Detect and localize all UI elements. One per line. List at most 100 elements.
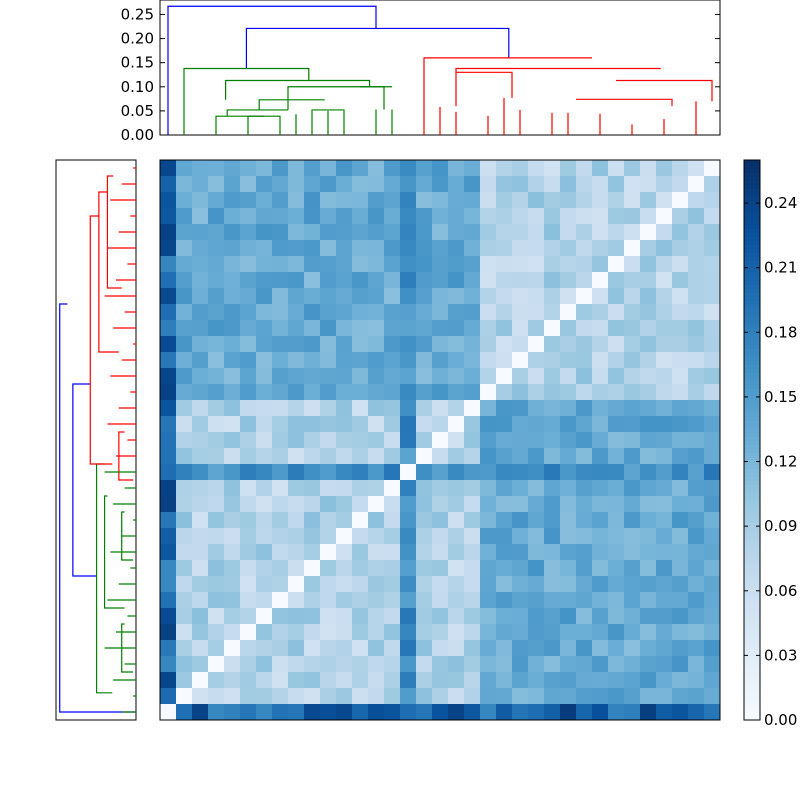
heatmap-cell [592, 176, 609, 193]
heatmap-cell [624, 640, 641, 657]
heatmap-cell [496, 432, 513, 449]
heatmap-cell [304, 224, 321, 241]
heatmap-cell [336, 688, 353, 705]
heatmap-cell [176, 640, 193, 657]
heatmap-cell [688, 224, 705, 241]
heatmap-cell [512, 480, 529, 497]
heatmap-cell [704, 240, 721, 257]
heatmap-cell [464, 400, 481, 417]
heatmap-cell [240, 288, 257, 305]
heatmap-cell [576, 432, 593, 449]
heatmap-cell [256, 448, 273, 465]
heatmap-cell [256, 608, 273, 625]
heatmap-cell [160, 640, 177, 657]
colorbar-step [744, 448, 760, 453]
heatmap-cell [368, 208, 385, 225]
heatmap-cell [384, 416, 401, 433]
heatmap-cell [176, 160, 193, 177]
heatmap-cell [176, 496, 193, 513]
heatmap-cell [512, 448, 529, 465]
heatmap-cell [224, 368, 241, 385]
heatmap-cell [512, 256, 529, 273]
heatmap-cell [448, 512, 465, 529]
heatmap-cell [496, 256, 513, 273]
heatmap-cell [400, 464, 417, 481]
heatmap-cell [608, 480, 625, 497]
heatmap-cell [400, 608, 417, 625]
colorbar-step [744, 700, 760, 705]
heatmap-cell [512, 176, 529, 193]
heatmap-cell [320, 304, 337, 321]
heatmap-cell [704, 528, 721, 545]
heatmap-cell [496, 416, 513, 433]
heatmap-cell [192, 288, 209, 305]
heatmap-cell [544, 224, 561, 241]
heatmap-cell [432, 336, 449, 353]
heatmap-cell [352, 368, 369, 385]
heatmap-cell [688, 256, 705, 273]
heatmap-cell [688, 304, 705, 321]
heatmap-cell [672, 480, 689, 497]
colorbar-step [744, 564, 760, 569]
heatmap-cell [224, 704, 241, 721]
heatmap-cell [320, 400, 337, 417]
heatmap-cell [640, 448, 657, 465]
heatmap-cell [352, 320, 369, 337]
heatmap-cell [512, 544, 529, 561]
heatmap-cell [192, 704, 209, 721]
heatmap-cell [528, 192, 545, 209]
heatmap-cell [160, 512, 177, 529]
colorbar-step [744, 252, 760, 257]
heatmap-cell [336, 656, 353, 673]
heatmap-cell [640, 208, 657, 225]
heatmap-cell [448, 416, 465, 433]
heatmap-cell [400, 256, 417, 273]
heatmap-cell [384, 160, 401, 177]
heatmap-cell [656, 480, 673, 497]
colorbar-tick-label: 0.12 [764, 453, 797, 471]
heatmap-cell [512, 608, 529, 625]
heatmap-cell [208, 464, 225, 481]
heatmap-cell [608, 288, 625, 305]
heatmap-cell [288, 224, 305, 241]
heatmap-cell [320, 608, 337, 625]
colorbar-step [744, 620, 760, 625]
heatmap-cell [336, 336, 353, 353]
heatmap-cell [320, 240, 337, 257]
heatmap-cell [432, 240, 449, 257]
heatmap-cell [224, 176, 241, 193]
heatmap-cell [256, 416, 273, 433]
heatmap-cell [704, 704, 721, 721]
heatmap-cell [256, 400, 273, 417]
heatmap-cell [544, 656, 561, 673]
heatmap-cell [368, 640, 385, 657]
heatmap-cell [656, 320, 673, 337]
colorbar-step [744, 532, 760, 537]
heatmap-cell [416, 240, 433, 257]
heatmap-cell [192, 512, 209, 529]
heatmap-cell [416, 592, 433, 609]
heatmap-cell [384, 400, 401, 417]
heatmap-cell [272, 272, 289, 289]
heatmap-cell [688, 272, 705, 289]
heatmap-cell [592, 208, 609, 225]
heatmap-cell [432, 688, 449, 705]
heatmap-cell [640, 528, 657, 545]
heatmap-cell [224, 592, 241, 609]
heatmap-cell [256, 336, 273, 353]
heatmap-cell [192, 656, 209, 673]
colorbar-step [744, 220, 760, 225]
heatmap-cell [416, 304, 433, 321]
heatmap-cell [368, 528, 385, 545]
heatmap-cell [192, 160, 209, 177]
heatmap-cell [256, 192, 273, 209]
heatmap-cell [672, 400, 689, 417]
heatmap-cell [464, 192, 481, 209]
heatmap-cell [464, 320, 481, 337]
colorbar-step [744, 624, 760, 629]
heatmap-cell [304, 480, 321, 497]
heatmap-cell [624, 688, 641, 705]
heatmap-cell [480, 336, 497, 353]
heatmap-cell [448, 304, 465, 321]
